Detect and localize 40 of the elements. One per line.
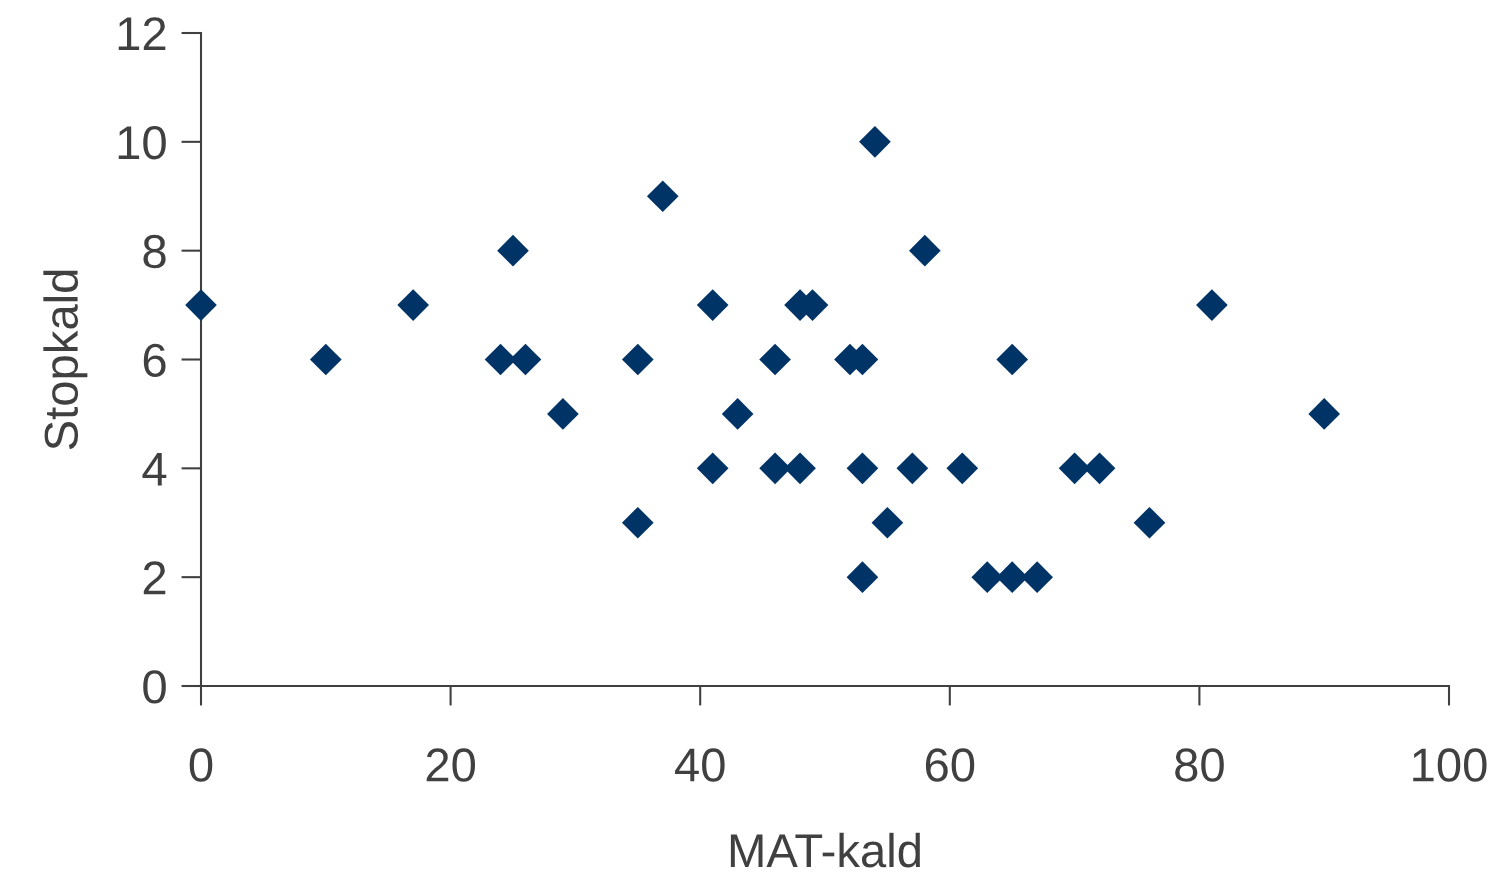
point xyxy=(646,180,679,213)
point xyxy=(309,343,342,376)
point xyxy=(696,289,729,321)
y-tick-label: 0 xyxy=(143,670,166,704)
point xyxy=(621,343,654,376)
point xyxy=(946,452,979,485)
point xyxy=(996,343,1029,376)
point xyxy=(859,126,891,158)
x-axis-title: MAT-kald xyxy=(730,832,920,868)
point xyxy=(1308,398,1341,430)
point xyxy=(1196,289,1228,321)
y-tick-label: 2 xyxy=(143,561,166,595)
point xyxy=(1021,561,1053,593)
point xyxy=(846,452,879,485)
point xyxy=(1133,506,1166,539)
y-tick-label: 6 xyxy=(143,343,166,378)
point xyxy=(871,506,904,539)
point xyxy=(497,234,529,267)
y-tick-label: 10 xyxy=(118,125,166,160)
y-tick-label: 8 xyxy=(143,234,166,269)
point xyxy=(759,343,791,376)
point xyxy=(784,452,816,485)
x-tick-label: 20 xyxy=(426,748,476,782)
x-tick-label: 0 xyxy=(189,748,213,782)
point xyxy=(397,289,429,321)
point xyxy=(909,234,941,267)
y-axis-title: Stopkald xyxy=(43,270,88,450)
point xyxy=(846,561,879,593)
x-tick-label: 100 xyxy=(1413,748,1487,782)
point xyxy=(547,398,579,430)
y-tick-label: 4 xyxy=(142,452,167,486)
point xyxy=(621,506,654,539)
point xyxy=(696,452,729,485)
point xyxy=(896,452,929,485)
point xyxy=(721,398,754,430)
x-tick-label: 40 xyxy=(675,748,725,782)
y-tick-label: 12 xyxy=(118,17,166,51)
x-tick-label: 60 xyxy=(925,748,975,782)
point xyxy=(185,289,217,321)
x-tick-label: 80 xyxy=(1175,748,1224,782)
